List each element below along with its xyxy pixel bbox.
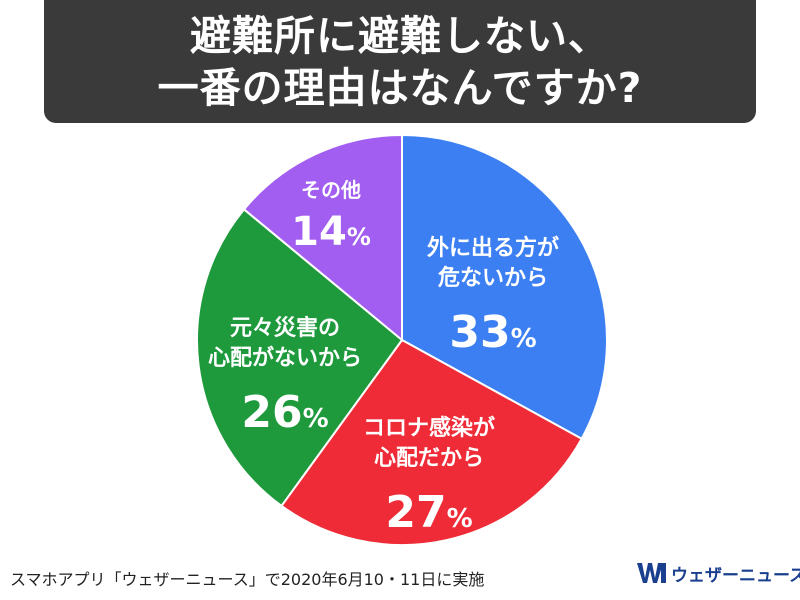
slice-label: 心配がないから xyxy=(208,345,362,371)
pie-slice xyxy=(401,133,608,441)
title-line-2: 一番の理由はなんですか? xyxy=(157,63,643,112)
slice-label: 元々災害の xyxy=(230,315,340,341)
slice-label: コロナ感染が xyxy=(363,415,495,441)
slice-percent-label: 33% xyxy=(449,307,536,358)
brand-logo: ウェザーニュース xyxy=(637,560,800,586)
slice-label: その他 xyxy=(301,178,361,202)
wni-logo-icon xyxy=(637,560,667,586)
slice-label: 危ないから xyxy=(438,265,548,291)
pie-slice xyxy=(196,207,404,508)
pie-slice xyxy=(280,338,584,546)
slice-percent-label: 14% xyxy=(291,209,371,255)
title-line-1: 避難所に避難しない、 xyxy=(190,11,610,60)
slice-percent-label: 27% xyxy=(385,487,472,538)
slice-percent-label: 26% xyxy=(241,387,328,438)
slice-label: 外に出る方が xyxy=(427,235,559,261)
pie-slice xyxy=(242,133,403,343)
slice-label: 心配だから xyxy=(374,446,484,471)
survey-note: スマホアプリ「ウェザーニュース」で2020年6月10・11日に実施 xyxy=(10,570,485,589)
title-banner: 避難所に避難しない、 一番の理由はなんですか? xyxy=(44,0,756,123)
brand-name: ウェザーニュース xyxy=(671,565,800,586)
